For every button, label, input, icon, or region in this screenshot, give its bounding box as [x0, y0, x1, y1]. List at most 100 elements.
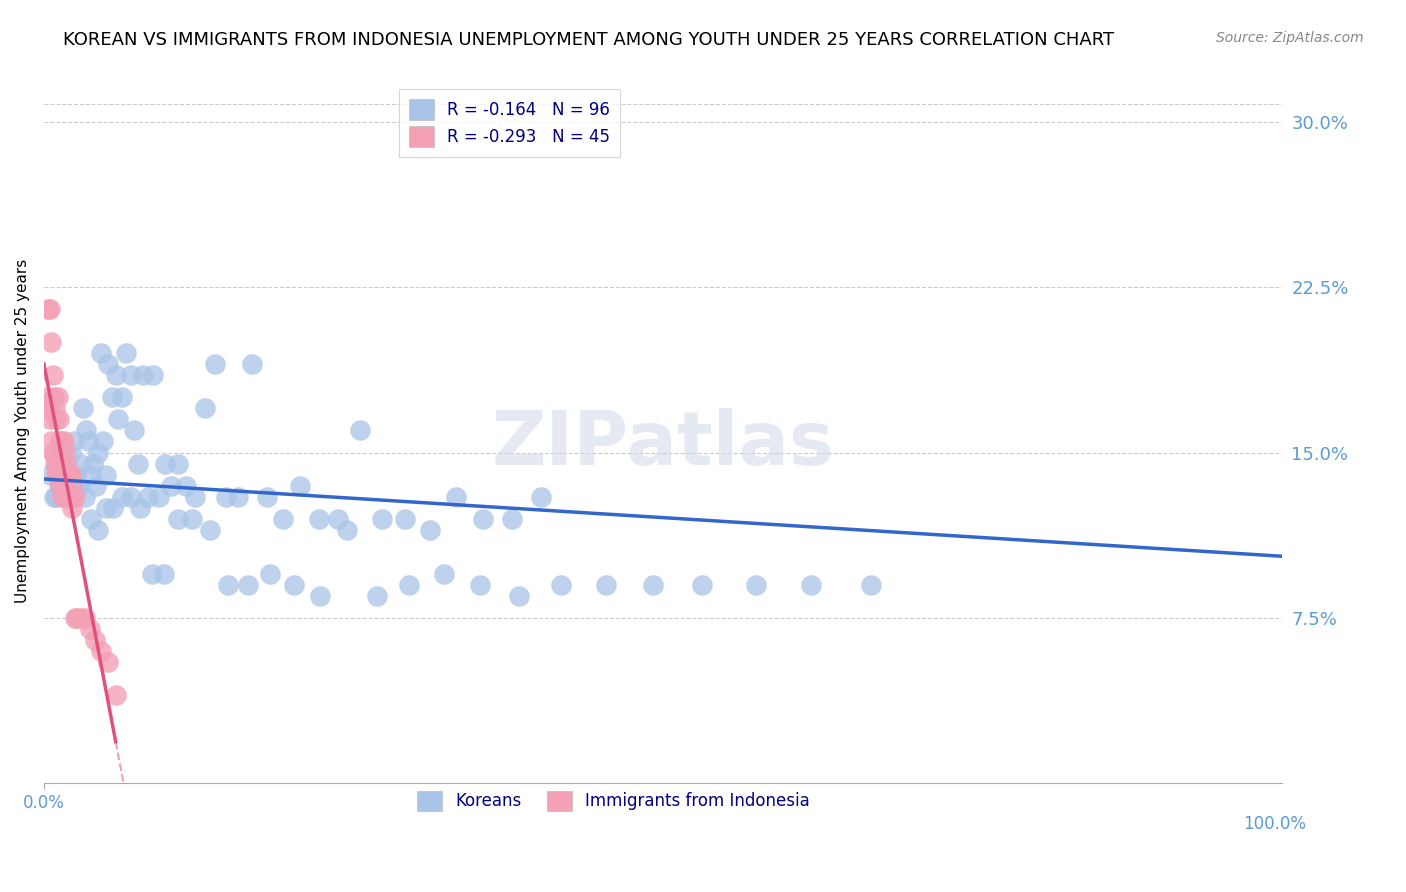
Point: [45, 457, 67, 471]
Point: [49, 445, 72, 459]
Point: [184, 490, 207, 504]
Point: [142, 368, 165, 383]
Point: [859, 578, 882, 592]
Point: [38, 401, 60, 416]
Point: [79, 622, 101, 636]
Point: [46, 467, 69, 482]
Point: [94, 467, 117, 482]
Point: [60, 445, 83, 459]
Point: [166, 457, 188, 471]
Point: [501, 512, 523, 526]
Point: [90, 346, 112, 360]
Point: [641, 578, 664, 592]
Point: [55, 457, 77, 471]
Point: [136, 490, 159, 504]
Point: [46, 390, 69, 404]
Point: [174, 478, 197, 492]
Point: [70, 457, 93, 471]
Point: [49, 478, 72, 492]
Point: [56, 490, 79, 504]
Point: [550, 578, 572, 592]
Point: [53, 445, 76, 459]
Text: KOREAN VS IMMIGRANTS FROM INDONESIA UNEMPLOYMENT AMONG YOUTH UNDER 25 YEARS CORR: KOREAN VS IMMIGRANTS FROM INDONESIA UNEM…: [63, 31, 1115, 49]
Point: [39, 335, 62, 350]
Point: [41, 445, 63, 459]
Point: [59, 467, 82, 482]
Point: [44, 457, 66, 471]
Point: [55, 457, 77, 471]
Point: [84, 478, 107, 492]
Point: [153, 566, 176, 581]
Point: [308, 512, 330, 526]
Point: [90, 644, 112, 658]
Point: [103, 500, 125, 515]
Point: [226, 490, 249, 504]
Point: [107, 412, 129, 426]
Point: [419, 523, 441, 537]
Text: 100.0%: 100.0%: [1243, 815, 1306, 833]
Point: [468, 578, 491, 592]
Point: [283, 578, 305, 592]
Point: [73, 611, 96, 625]
Point: [288, 478, 311, 492]
Point: [127, 457, 149, 471]
Point: [217, 578, 239, 592]
Point: [60, 478, 83, 492]
Point: [744, 578, 766, 592]
Point: [104, 368, 127, 383]
Point: [80, 512, 103, 526]
Point: [120, 490, 142, 504]
Point: [58, 467, 80, 482]
Point: [39, 434, 62, 449]
Point: [80, 467, 103, 482]
Point: [87, 523, 110, 537]
Point: [236, 578, 259, 592]
Point: [65, 467, 87, 482]
Point: [97, 655, 120, 669]
Point: [42, 390, 65, 404]
Point: [66, 611, 89, 625]
Point: [153, 457, 176, 471]
Point: [160, 478, 183, 492]
Point: [42, 445, 65, 459]
Point: [73, 490, 96, 504]
Point: [82, 457, 104, 471]
Point: [328, 512, 350, 526]
Text: Source: ZipAtlas.com: Source: ZipAtlas.com: [1216, 31, 1364, 45]
Point: [271, 512, 294, 526]
Point: [51, 467, 73, 482]
Point: [52, 478, 75, 492]
Point: [51, 434, 73, 449]
Point: [49, 434, 72, 449]
Point: [63, 490, 86, 504]
Point: [129, 500, 152, 515]
Point: [97, 357, 120, 371]
Point: [70, 611, 93, 625]
Point: [55, 457, 77, 471]
Point: [132, 368, 155, 383]
Point: [51, 490, 73, 504]
Point: [45, 467, 67, 482]
Point: [111, 490, 134, 504]
Point: [800, 578, 823, 592]
Point: [67, 478, 90, 492]
Point: [75, 424, 97, 438]
Point: [692, 578, 714, 592]
Point: [51, 457, 73, 471]
Point: [60, 467, 83, 482]
Point: [508, 589, 530, 603]
Point: [472, 512, 495, 526]
Point: [58, 490, 80, 504]
Point: [67, 478, 90, 492]
Point: [215, 490, 238, 504]
Point: [204, 357, 226, 371]
Point: [41, 368, 63, 383]
Point: [42, 490, 65, 504]
Point: [240, 357, 263, 371]
Point: [37, 302, 59, 317]
Point: [198, 523, 221, 537]
Point: [91, 434, 114, 449]
Point: [60, 478, 83, 492]
Point: [120, 368, 142, 383]
Point: [336, 523, 359, 537]
